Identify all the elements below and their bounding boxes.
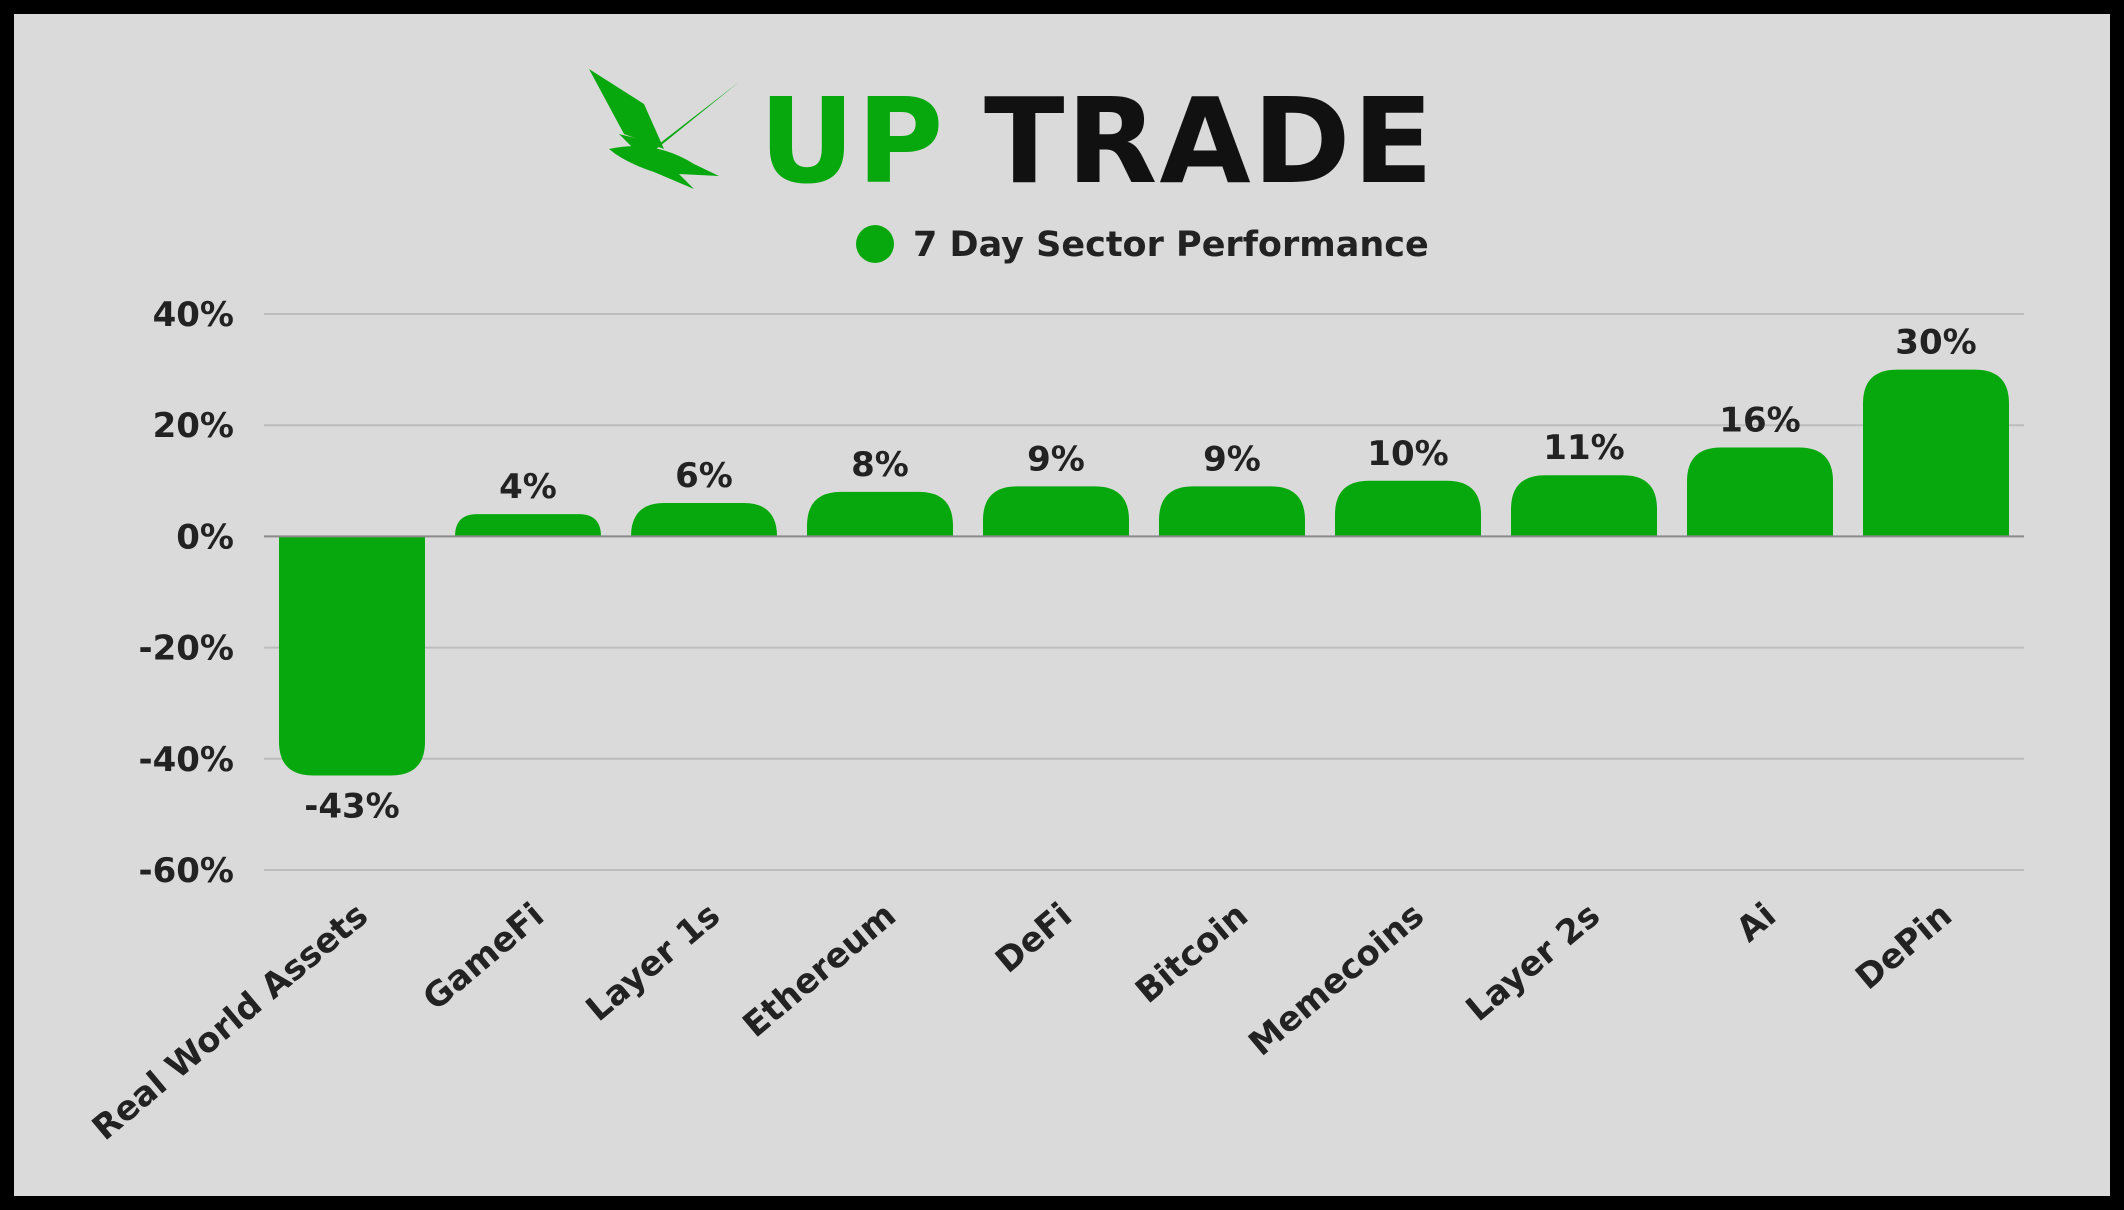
data-label: 6% — [675, 456, 733, 496]
bar — [807, 491, 953, 537]
y-tick-label: -40% — [139, 740, 235, 780]
bar — [279, 536, 425, 776]
data-label: 8% — [851, 445, 909, 485]
x-category-label: Ethereum — [735, 895, 903, 1045]
data-label: 10% — [1367, 434, 1448, 474]
category-labels: Real World Assets GameFi Layer 1s Ethereum D… — [85, 895, 1960, 1148]
x-category-label: Layer 1s — [579, 895, 728, 1029]
x-category-label: Layer 2s — [1459, 895, 1608, 1029]
x-category-label: DePin — [1848, 895, 1960, 998]
legend-swatch — [856, 225, 894, 263]
bar — [1335, 480, 1481, 537]
data-label: 16% — [1719, 400, 1800, 440]
legend-label: 7 Day Sector Performance — [913, 225, 1429, 265]
data-label: 9% — [1027, 439, 1085, 479]
bar — [983, 486, 1129, 537]
gridlines — [264, 313, 2024, 871]
y-tick-label: -20% — [139, 629, 235, 669]
x-category-label: Bitcoin — [1128, 895, 1256, 1011]
legend: 7 Day Sector Performance — [856, 225, 1429, 265]
y-tick-label: 20% — [153, 406, 234, 446]
x-category-label: Ai — [1729, 895, 1784, 950]
data-label: 30% — [1895, 323, 1976, 363]
bar-chart: 7 Day Sector Performance 40% 20% 0% -20% -40… — [85, 225, 2024, 1148]
bar — [1863, 369, 2009, 537]
y-axis-ticks: 40% 20% 0% -20% -40% -60% — [139, 295, 235, 891]
bar — [1511, 475, 1657, 537]
data-label: 9% — [1203, 439, 1261, 479]
bar — [1159, 486, 1305, 537]
bar — [455, 514, 601, 537]
logo-wordmark-trade: TRADE — [984, 72, 1435, 199]
chart-canvas: UP TRADE 7 Day Sector Performance 40% 20%… — [14, 14, 2110, 1196]
x-category-label: Memecoins — [1241, 895, 1431, 1064]
uptrade-logo: UP TRADE — [589, 69, 1435, 199]
data-label: 4% — [499, 467, 557, 507]
y-tick-label: 40% — [153, 295, 234, 335]
x-category-label: DeFi — [988, 895, 1080, 981]
y-tick-label: -60% — [139, 851, 235, 891]
bar — [1687, 447, 1833, 537]
x-category-label: Real World Assets — [85, 895, 376, 1148]
bar — [631, 503, 777, 537]
data-labels: -43% 4% 6% 8% 9% 9% 10% 11% 16% 30% — [304, 323, 1976, 827]
logo-wordmark-up: UP — [759, 72, 945, 199]
data-label: 11% — [1543, 428, 1624, 468]
bird-logo-icon — [589, 69, 739, 189]
bars — [279, 369, 2009, 776]
data-label: -43% — [304, 786, 400, 826]
x-category-label: GameFi — [416, 895, 552, 1018]
y-tick-label: 0% — [176, 517, 234, 557]
